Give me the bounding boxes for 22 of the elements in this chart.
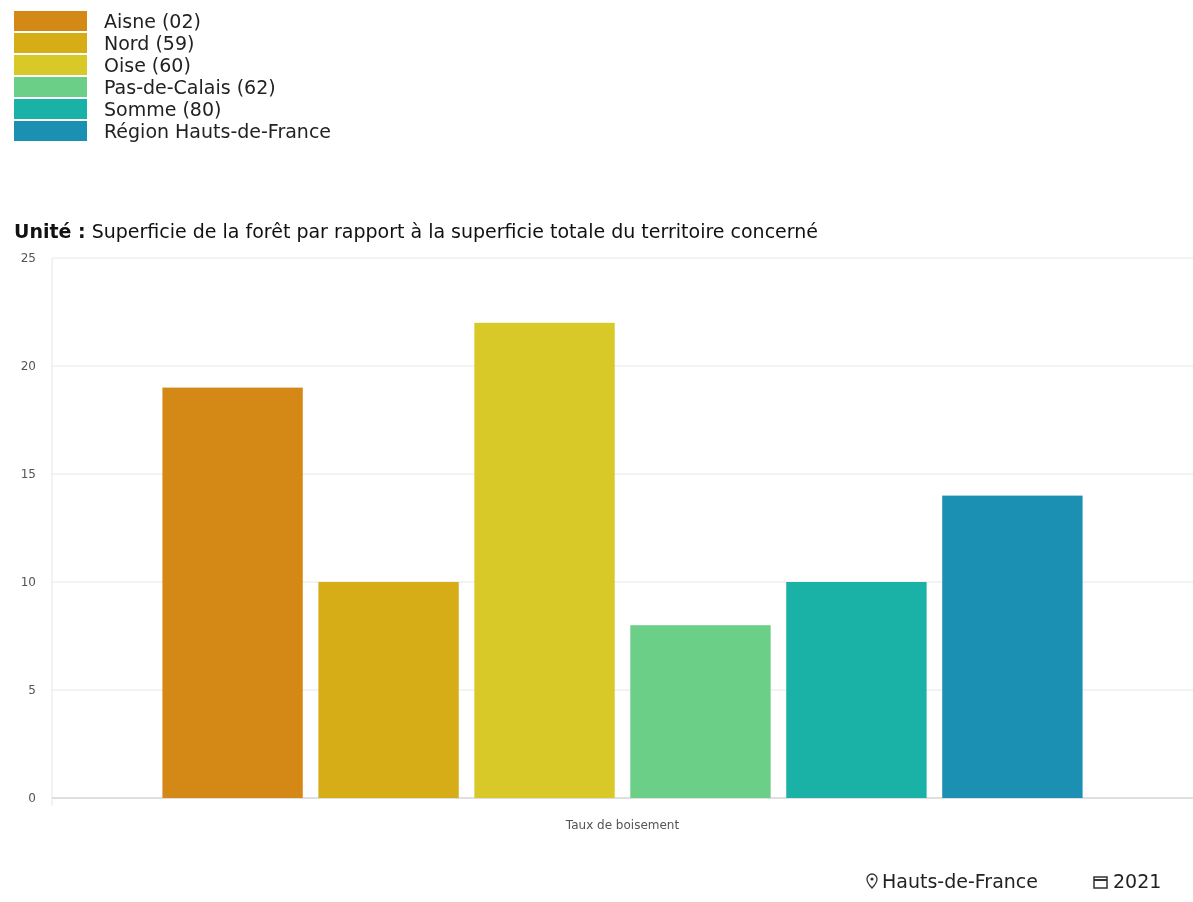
y-tick-label: 5 — [28, 683, 36, 698]
bar — [630, 625, 771, 798]
legend-label: Somme (80) — [104, 98, 222, 120]
text: 2021 — [1113, 870, 1162, 892]
legend-label: Aisne (02) — [104, 10, 201, 32]
bar — [474, 322, 615, 798]
legend-label: Nord (59) — [104, 32, 195, 54]
y-tick-label: 15 — [20, 467, 36, 482]
y-tick-label: 20 — [20, 359, 36, 374]
bar — [162, 387, 303, 798]
chart-title: Unité : Superficie de la forêt par rapport à la superficie totale du territoire concerné — [14, 220, 819, 242]
bar — [786, 582, 927, 798]
y-tick-label: 10 — [20, 575, 36, 590]
legend-label: Pas-de-Calais (62) — [104, 76, 276, 98]
y-tick-label: 0 — [28, 791, 36, 806]
y-tick-label: 25 — [20, 251, 36, 266]
text: Hauts-de-France — [882, 870, 1038, 892]
bar — [942, 495, 1083, 798]
legend-label: Région Hauts-de-France — [104, 120, 332, 142]
bar — [318, 582, 459, 798]
legend-label: Oise (60) — [104, 54, 191, 76]
x-tick-label: Taux de boisement — [564, 818, 680, 832]
